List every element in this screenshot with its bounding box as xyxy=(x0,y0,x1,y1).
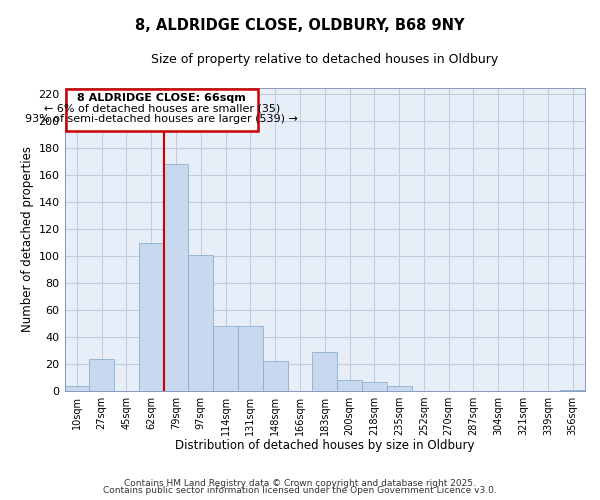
Bar xyxy=(65,386,89,391)
Text: ← 6% of detached houses are smaller (35): ← 6% of detached houses are smaller (35) xyxy=(44,104,280,114)
Text: Contains public sector information licensed under the Open Government Licence v3: Contains public sector information licen… xyxy=(103,486,497,495)
Bar xyxy=(362,382,387,391)
Bar xyxy=(387,386,412,391)
X-axis label: Distribution of detached houses by size in Oldbury: Distribution of detached houses by size … xyxy=(175,440,475,452)
Title: Size of property relative to detached houses in Oldbury: Size of property relative to detached ho… xyxy=(151,52,499,66)
Text: 93% of semi-detached houses are larger (539) →: 93% of semi-detached houses are larger (… xyxy=(25,114,298,124)
Bar xyxy=(213,326,238,391)
Bar xyxy=(337,380,362,391)
Text: 8, ALDRIDGE CLOSE, OLDBURY, B68 9NY: 8, ALDRIDGE CLOSE, OLDBURY, B68 9NY xyxy=(135,18,465,32)
Bar xyxy=(263,362,287,391)
Text: 8 ALDRIDGE CLOSE: 66sqm: 8 ALDRIDGE CLOSE: 66sqm xyxy=(77,93,246,103)
FancyBboxPatch shape xyxy=(66,89,258,130)
Text: Contains HM Land Registry data © Crown copyright and database right 2025.: Contains HM Land Registry data © Crown c… xyxy=(124,478,476,488)
Bar xyxy=(238,326,263,391)
Bar xyxy=(313,352,337,391)
Y-axis label: Number of detached properties: Number of detached properties xyxy=(21,146,34,332)
Bar xyxy=(560,390,585,391)
Bar xyxy=(89,358,114,391)
Bar xyxy=(188,254,213,391)
Bar xyxy=(164,164,188,391)
Bar xyxy=(139,242,164,391)
